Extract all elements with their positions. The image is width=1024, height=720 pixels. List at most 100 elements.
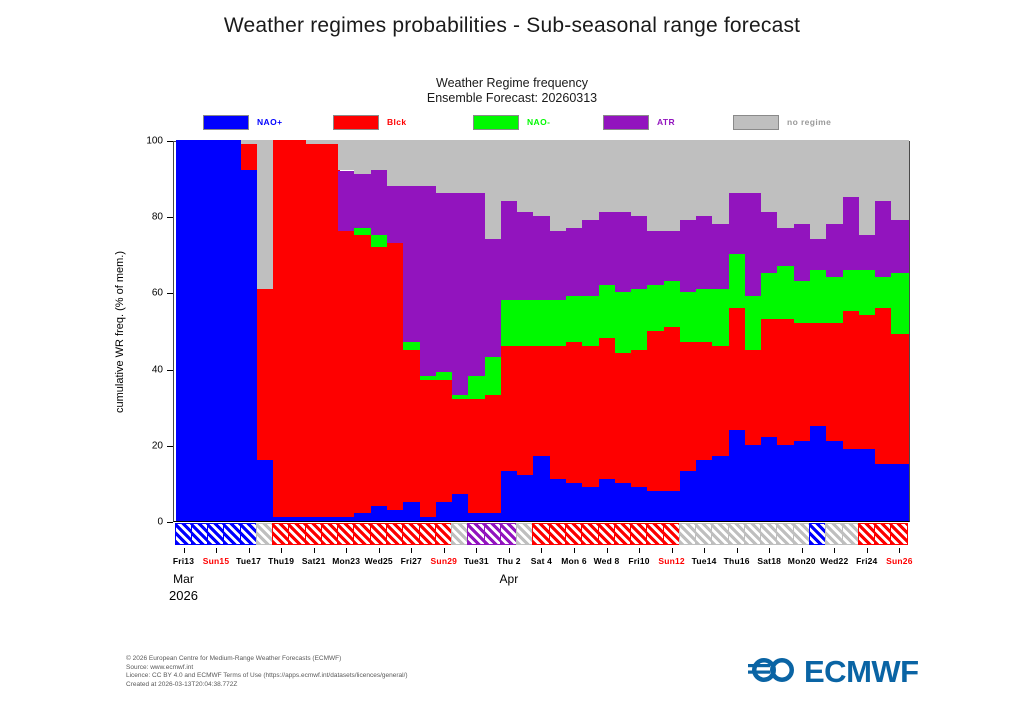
bar-column[interactable] [826, 140, 845, 521]
bar-segment-nao- [826, 277, 845, 323]
bar-column[interactable] [875, 140, 894, 521]
bar-column[interactable] [761, 140, 780, 521]
dominant-regime-marker-strip [173, 523, 910, 545]
legend-item-no-regime: no regime [733, 114, 831, 130]
bar-segment-atr [728, 193, 747, 255]
bar-segment-nao- [712, 456, 731, 521]
bar-segment-blck [452, 399, 471, 495]
bar-segment-nao- [631, 486, 650, 521]
bar-segment-atr [403, 185, 422, 342]
x-axis-tick-label: Sat18 [757, 556, 782, 566]
bar-segment-nao- [500, 471, 519, 521]
bar-column[interactable] [858, 140, 877, 521]
bar-column[interactable] [647, 140, 666, 521]
bar-segment-no-regime [338, 140, 357, 171]
x-axis-tick-mark [801, 548, 803, 553]
bar-column[interactable] [435, 140, 454, 521]
bar-segment-no-regime [240, 140, 259, 144]
bar-column[interactable] [631, 140, 650, 521]
bar-column[interactable] [712, 140, 731, 521]
bar-column[interactable] [175, 140, 194, 521]
bar-column[interactable] [744, 140, 763, 521]
bar-column[interactable] [777, 140, 796, 521]
bar-column[interactable] [500, 140, 519, 521]
bar-column[interactable] [891, 140, 910, 521]
bar-segment-nao- [387, 509, 405, 521]
bar-column[interactable] [224, 140, 243, 521]
bar-segment-nao- [598, 284, 617, 339]
bar-column[interactable] [484, 140, 503, 521]
footer-line-created: Created at 2026-03-13T20:04:38.772Z [126, 680, 238, 688]
bar-column[interactable] [533, 140, 552, 521]
bar-column[interactable] [305, 140, 324, 521]
bar-segment-nao- [891, 463, 910, 521]
bar-column[interactable] [549, 140, 568, 521]
bar-segment-no-regime [663, 140, 682, 232]
bar-segment-atr [582, 220, 601, 297]
bar-segment-nao- [208, 140, 227, 521]
bar-column[interactable] [696, 140, 715, 521]
bar-segment-no-regime [321, 140, 340, 144]
bar-column[interactable] [810, 140, 829, 521]
legend-label: Blck [387, 117, 407, 127]
bar-column[interactable] [338, 140, 357, 521]
bar-column[interactable] [289, 140, 308, 521]
bar-column[interactable] [419, 140, 438, 521]
bar-segment-blck [744, 349, 763, 445]
bar-column[interactable] [565, 140, 584, 521]
bar-segment-blck [387, 242, 405, 510]
bar-column[interactable] [517, 140, 536, 521]
x-axis-tick-label: Thu 2 [497, 556, 521, 566]
bar-column[interactable] [663, 140, 682, 521]
footer-credits: © 2026 European Centre for Medium-Range … [126, 655, 408, 689]
bar-segment-no-regime [614, 140, 633, 213]
x-axis-tick-label: Sun12 [658, 556, 685, 566]
bar-segment-atr [631, 216, 650, 289]
x-axis-tick-label: Thu16 [723, 556, 750, 566]
bar-column[interactable] [273, 140, 292, 521]
bar-column[interactable] [679, 140, 698, 521]
bar-segment-blck [256, 288, 275, 461]
bar-segment-nao- [175, 140, 194, 521]
bar-segment-nao- [712, 288, 731, 346]
x-axis-tick-mark [541, 548, 543, 553]
bar-column[interactable] [793, 140, 812, 521]
x-axis-tick-label: Tue17 [236, 556, 262, 566]
bar-segment-no-regime [744, 140, 763, 194]
bar-column[interactable] [614, 140, 633, 521]
bar-segment-blck [468, 399, 487, 514]
bar-segment-nao- [354, 227, 373, 236]
bar-segment-atr [500, 200, 519, 301]
bar-column[interactable] [370, 140, 389, 521]
x-axis-tick-mark [411, 548, 413, 553]
bar-segment-nao- [305, 517, 324, 521]
bar-segment-blck [419, 380, 438, 518]
bar-column[interactable] [598, 140, 617, 521]
bar-column[interactable] [191, 140, 210, 521]
bar-segment-nao- [842, 269, 861, 312]
bar-segment-nao- [500, 300, 519, 346]
bar-segment-nao- [565, 296, 584, 342]
bar-segment-no-regime [256, 140, 275, 289]
bar-column[interactable] [468, 140, 487, 521]
bar-column[interactable] [582, 140, 601, 521]
bar-segment-atr [387, 185, 405, 243]
bar-column[interactable] [208, 140, 227, 521]
bar-segment-nao- [614, 292, 633, 354]
bar-column[interactable] [387, 140, 405, 521]
bar-segment-nao- [891, 273, 910, 335]
legend-item-atr: ATR [603, 114, 675, 130]
bar-column[interactable] [842, 140, 861, 521]
bar-column[interactable] [403, 140, 422, 521]
legend-label: NAO+ [257, 117, 283, 127]
x-axis-tick-label: Mon 6 [561, 556, 587, 566]
bar-column[interactable] [452, 140, 471, 521]
bar-column[interactable] [728, 140, 747, 521]
bar-column[interactable] [240, 140, 259, 521]
x-axis-tick-mark [216, 548, 218, 553]
bar-segment-atr [647, 231, 666, 285]
bar-column[interactable] [321, 140, 340, 521]
bar-column[interactable] [354, 140, 373, 521]
bar-column[interactable] [256, 140, 275, 521]
chart-subtitle: Weather Regime frequency Ensemble Foreca… [0, 76, 1024, 106]
